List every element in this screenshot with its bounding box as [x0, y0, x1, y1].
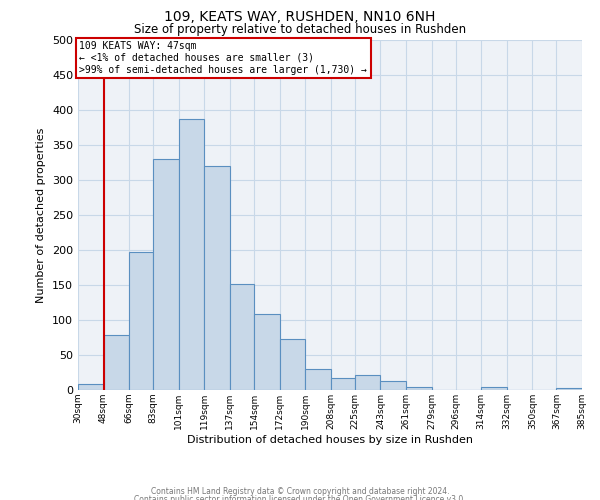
Bar	[254, 314, 280, 390]
X-axis label: Distribution of detached houses by size in Rushden: Distribution of detached houses by size …	[187, 434, 473, 444]
Text: Size of property relative to detached houses in Rushden: Size of property relative to detached ho…	[134, 22, 466, 36]
Bar	[78, 384, 104, 390]
Bar	[230, 284, 254, 390]
Bar	[153, 159, 179, 390]
Y-axis label: Number of detached properties: Number of detached properties	[37, 128, 46, 302]
Bar	[179, 119, 205, 390]
Bar	[305, 369, 331, 390]
Bar	[205, 166, 230, 390]
Bar	[380, 381, 406, 390]
Bar	[129, 252, 153, 390]
Bar	[556, 388, 582, 390]
Text: 109 KEATS WAY: 47sqm
← <1% of detached houses are smaller (3)
>99% of semi-detac: 109 KEATS WAY: 47sqm ← <1% of detached h…	[79, 42, 367, 74]
Bar	[280, 339, 305, 390]
Bar	[406, 386, 431, 390]
Bar	[481, 386, 507, 390]
Text: 109, KEATS WAY, RUSHDEN, NN10 6NH: 109, KEATS WAY, RUSHDEN, NN10 6NH	[164, 10, 436, 24]
Text: Contains HM Land Registry data © Crown copyright and database right 2024.: Contains HM Land Registry data © Crown c…	[151, 488, 449, 496]
Text: Contains public sector information licensed under the Open Government Licence v3: Contains public sector information licen…	[134, 495, 466, 500]
Bar	[355, 374, 380, 390]
Bar	[331, 378, 355, 390]
Bar	[104, 336, 129, 390]
